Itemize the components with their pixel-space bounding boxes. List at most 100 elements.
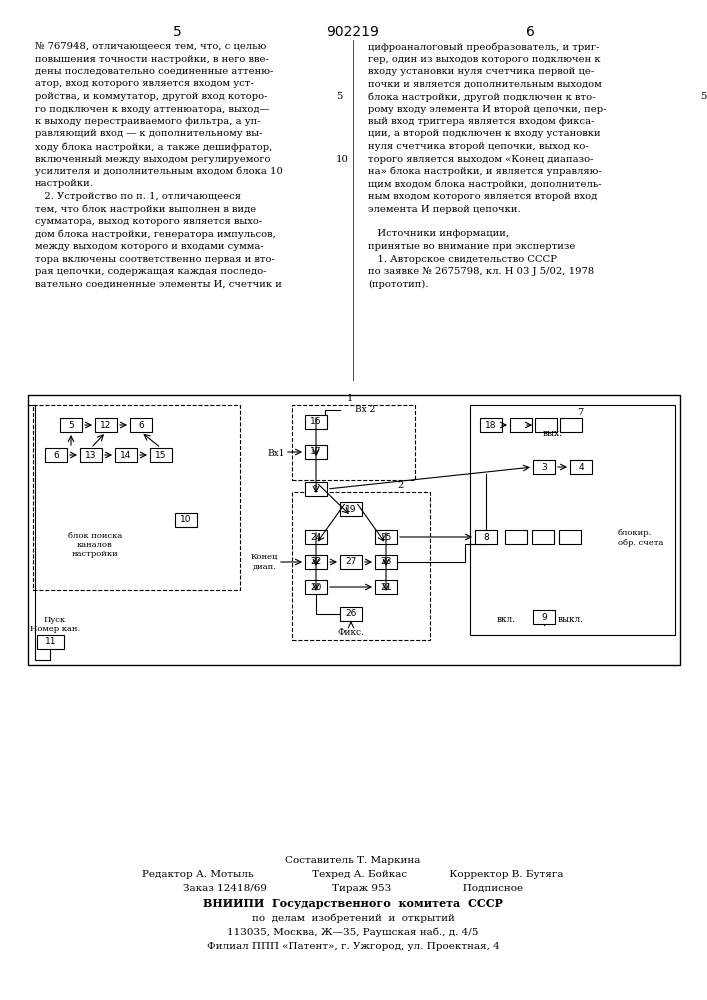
Bar bbox=[28, 395, 680, 665]
Text: 2. Устройство по п. 1, отличающееся: 2. Устройство по п. 1, отличающееся bbox=[35, 192, 241, 201]
Text: 5: 5 bbox=[68, 420, 74, 430]
Text: блокир.
обр. счета: блокир. обр. счета bbox=[618, 529, 663, 547]
Bar bbox=[510, 418, 532, 432]
Text: ным входом которого является второй вход: ным входом которого является второй вход bbox=[368, 192, 597, 201]
Text: рая цепочки, содержащая каждая последо-: рая цепочки, содержащая каждая последо- bbox=[35, 267, 267, 276]
Text: 5: 5 bbox=[336, 92, 342, 101]
Text: усилителя и дополнительным входом блока 10: усилителя и дополнительным входом блока … bbox=[35, 167, 283, 176]
Text: 27: 27 bbox=[345, 558, 357, 566]
Text: принятые во внимание при экспертизе: принятые во внимание при экспертизе bbox=[368, 242, 575, 251]
Text: ции, а второй подключен к входу установки: ции, а второй подключен к входу установк… bbox=[368, 129, 601, 138]
Text: 11: 11 bbox=[45, 638, 57, 647]
Bar bbox=[292, 405, 415, 480]
Text: тора включены соответственно первая и вто-: тора включены соответственно первая и вт… bbox=[35, 254, 275, 263]
Text: гер, один из выходов которого подключен к: гер, один из выходов которого подключен … bbox=[368, 54, 601, 64]
Bar bbox=[305, 445, 327, 459]
Bar bbox=[570, 460, 592, 474]
Text: 22: 22 bbox=[310, 558, 322, 566]
Text: 21: 21 bbox=[380, 582, 392, 591]
Bar bbox=[305, 580, 327, 594]
Bar bbox=[533, 460, 555, 474]
Text: на» блока настройки, и является управляю-: на» блока настройки, и является управляю… bbox=[368, 167, 602, 176]
Text: 7: 7 bbox=[577, 408, 583, 417]
Text: 16: 16 bbox=[310, 418, 322, 426]
Text: вкл.: вкл. bbox=[497, 615, 516, 624]
Bar bbox=[305, 415, 327, 429]
Text: рому входу элемента И второй цепочки, пер-: рому входу элемента И второй цепочки, пе… bbox=[368, 104, 607, 113]
Text: 17: 17 bbox=[310, 448, 322, 456]
Text: 19: 19 bbox=[345, 504, 357, 514]
Bar bbox=[505, 530, 527, 544]
Text: 10: 10 bbox=[336, 154, 349, 163]
Text: № 767948, отличающееся тем, что, с целью: № 767948, отличающееся тем, что, с целью bbox=[35, 42, 267, 51]
Text: 9: 9 bbox=[541, 612, 547, 621]
Text: между выходом которого и входами сумма-: между выходом которого и входами сумма- bbox=[35, 242, 264, 251]
Text: 1. Авторское свидетельство СССР: 1. Авторское свидетельство СССР bbox=[368, 254, 557, 263]
Text: Источники информации,: Источники информации, bbox=[368, 230, 509, 238]
Text: по заявке № 2675798, кл. Н 03 J 5/02, 1978: по заявке № 2675798, кл. Н 03 J 5/02, 19… bbox=[368, 267, 595, 276]
Text: настройки.: настройки. bbox=[35, 180, 94, 188]
Text: элемента И первой цепочки.: элемента И первой цепочки. bbox=[368, 205, 520, 214]
Text: выкл.: выкл. bbox=[558, 615, 584, 624]
Text: 24: 24 bbox=[310, 532, 322, 542]
Text: входу установки нуля счетчика первой це-: входу установки нуля счетчика первой це- bbox=[368, 67, 595, 76]
Bar bbox=[559, 530, 581, 544]
Text: 3: 3 bbox=[541, 462, 547, 472]
Text: 8: 8 bbox=[483, 532, 489, 542]
Text: повышения точности настройки, в него вве-: повышения точности настройки, в него вве… bbox=[35, 54, 269, 64]
Text: вых.: вых. bbox=[543, 430, 563, 438]
Text: Фикс.: Фикс. bbox=[337, 628, 365, 637]
Text: Заказ 12418/69                    Тираж 953                      Подписное: Заказ 12418/69 Тираж 953 Подписное bbox=[183, 884, 523, 893]
Text: к выходу перестраиваемого фильтра, а уп-: к выходу перестраиваемого фильтра, а уп- bbox=[35, 117, 261, 126]
Bar bbox=[533, 610, 555, 624]
Text: цифроаналоговый преобразователь, и триг-: цифроаналоговый преобразователь, и триг- bbox=[368, 42, 600, 51]
Text: 902219: 902219 bbox=[327, 25, 380, 39]
Bar bbox=[305, 482, 327, 496]
Bar bbox=[60, 418, 82, 432]
Text: 26: 26 bbox=[345, 609, 357, 618]
Bar bbox=[560, 418, 582, 432]
Text: блок поиска
каналов
настройки: блок поиска каналов настройки bbox=[68, 532, 122, 558]
Text: дом блока настройки, генератора импульсов,: дом блока настройки, генератора импульсо… bbox=[35, 230, 276, 239]
Text: 6: 6 bbox=[53, 450, 59, 460]
Bar bbox=[115, 448, 137, 462]
Text: Филиал ППП «Патент», г. Ужгород, ул. Проектная, 4: Филиал ППП «Патент», г. Ужгород, ул. Про… bbox=[206, 942, 499, 951]
Text: 12: 12 bbox=[100, 420, 112, 430]
Text: Пуск
Номер кан.: Пуск Номер кан. bbox=[30, 616, 80, 633]
Bar bbox=[340, 555, 362, 569]
Text: Вх1: Вх1 bbox=[267, 450, 285, 458]
Bar bbox=[37, 635, 64, 649]
Text: (прототип).: (прототип). bbox=[368, 279, 428, 289]
Text: 113035, Москва, Ж—35, Раушская наб., д. 4/5: 113035, Москва, Ж—35, Раушская наб., д. … bbox=[228, 928, 479, 937]
Text: ройства, и коммутатор, другой вход которо-: ройства, и коммутатор, другой вход котор… bbox=[35, 92, 267, 101]
Text: 18: 18 bbox=[485, 420, 497, 430]
Bar bbox=[150, 448, 172, 462]
Text: сумматора, выход которого является выхо-: сумматора, выход которого является выхо- bbox=[35, 217, 262, 226]
Text: ходу блока настройки, а также дешифратор,: ходу блока настройки, а также дешифратор… bbox=[35, 142, 272, 151]
Text: 6: 6 bbox=[138, 420, 144, 430]
Text: 6: 6 bbox=[525, 25, 534, 39]
Bar bbox=[375, 580, 397, 594]
Text: по  делам  изобретений  и  открытий: по делам изобретений и открытий bbox=[252, 914, 455, 923]
Text: Конец
диап.: Конец диап. bbox=[250, 553, 278, 571]
Bar bbox=[175, 513, 197, 527]
Bar bbox=[470, 405, 675, 635]
Text: нуля счетчика второй цепочки, выход ко-: нуля счетчика второй цепочки, выход ко- bbox=[368, 142, 589, 151]
Text: включенный между выходом регулируемого: включенный между выходом регулируемого bbox=[35, 154, 271, 163]
Bar bbox=[130, 418, 152, 432]
Text: вый вход триггера является входом фикса-: вый вход триггера является входом фикса- bbox=[368, 117, 595, 126]
Text: 5: 5 bbox=[700, 92, 706, 101]
Text: Составитель Т. Маркина: Составитель Т. Маркина bbox=[286, 856, 421, 865]
Text: 13: 13 bbox=[86, 450, 97, 460]
Text: атор, вход которого является входом уст-: атор, вход которого является входом уст- bbox=[35, 80, 254, 89]
Bar bbox=[375, 530, 397, 544]
Bar bbox=[95, 418, 117, 432]
Text: Вх 2: Вх 2 bbox=[355, 406, 375, 414]
Bar bbox=[375, 555, 397, 569]
Bar bbox=[33, 405, 240, 590]
Text: 1: 1 bbox=[347, 394, 353, 403]
Bar bbox=[475, 530, 497, 544]
Text: 15: 15 bbox=[156, 450, 167, 460]
Text: тем, что блок настройки выполнен в виде: тем, что блок настройки выполнен в виде bbox=[35, 205, 256, 214]
Text: блока настройки, другой подключен к вто-: блока настройки, другой подключен к вто- bbox=[368, 92, 595, 102]
